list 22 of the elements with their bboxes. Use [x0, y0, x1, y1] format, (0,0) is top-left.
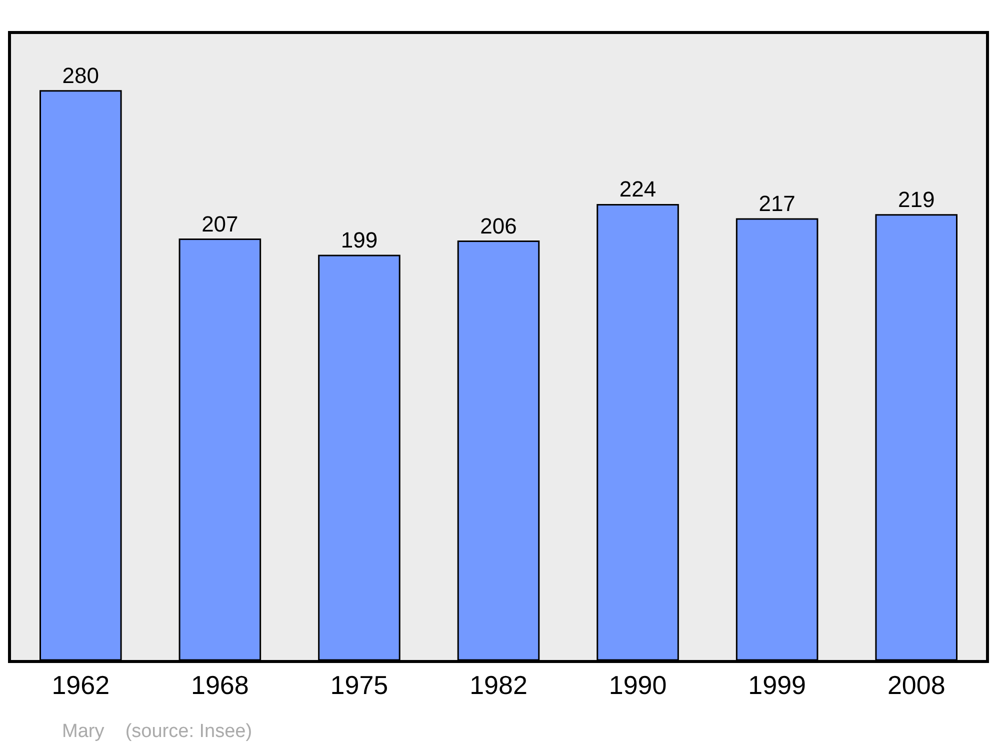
text: Mary (source: Insee): [62, 721, 252, 742]
bar: [40, 90, 122, 660]
x-tick-label: 1968: [191, 670, 249, 700]
data-label: 280: [62, 62, 100, 88]
bar: [318, 254, 400, 660]
data-label: 224: [619, 176, 656, 202]
x-tick-label: 2008: [887, 670, 946, 700]
x-tick-label: 1975: [330, 670, 388, 700]
bar: [596, 204, 679, 660]
data-label: 199: [340, 228, 378, 253]
data-label: 207: [202, 211, 238, 236]
x-tick-label: 1990: [608, 670, 667, 700]
bar: [736, 218, 818, 660]
bar: [875, 214, 958, 660]
bar: [457, 240, 540, 660]
data-label: 217: [758, 190, 796, 216]
x-tick-label: 1999: [748, 670, 806, 700]
x-tick-label: 1962: [52, 670, 110, 700]
data-label: 219: [898, 186, 935, 212]
x-tick-label: 1982: [470, 670, 528, 700]
data-label: 206: [480, 213, 517, 238]
bar: [178, 238, 262, 660]
